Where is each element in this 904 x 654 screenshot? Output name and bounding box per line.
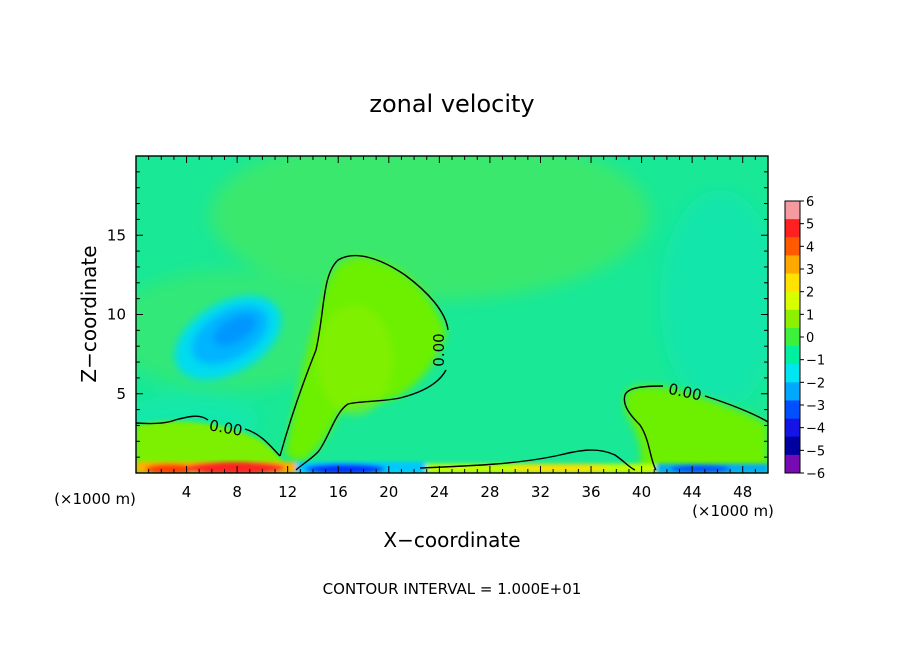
x-tick-label: 4 — [182, 483, 192, 501]
colorbar-swatch — [785, 400, 800, 419]
colorbar-swatch — [785, 364, 800, 383]
y-tick-labels: 5 10 15 — [107, 226, 126, 403]
colorbar-label: 2 — [806, 286, 814, 301]
colorbar-swatch — [785, 418, 800, 438]
colorbar-swatch — [785, 346, 800, 365]
y-tick-label: 5 — [116, 385, 126, 403]
x-tick-labels: 4 8 12 16 20 24 28 32 36 40 44 48 — [182, 483, 752, 501]
colorbar-labels: 6 5 4 3 2 1 0 −1 −2 −3 −4 −5 −6 — [806, 195, 825, 482]
x-axis-unit-left: (×1000 m) — [54, 490, 136, 508]
y-tick-label: 10 — [107, 306, 126, 324]
x-tick-label: 8 — [232, 483, 242, 501]
colorbar-swatch — [785, 237, 800, 256]
colorbar-label: −4 — [806, 422, 825, 437]
x-tick-label: 24 — [430, 483, 449, 501]
x-tick-label: 36 — [581, 483, 600, 501]
zero-contour-plume — [279, 254, 449, 471]
x-tick-label: 16 — [329, 483, 348, 501]
negative-jet — [174, 296, 282, 380]
colorbar-swatch — [785, 454, 800, 474]
colorbar-label: −1 — [806, 354, 825, 369]
colorbar-label: 0 — [806, 331, 814, 346]
colorbar-label: −2 — [806, 376, 825, 391]
colorbar-label: −6 — [806, 467, 825, 482]
colorbar-label: 3 — [806, 263, 814, 278]
colorbar-swatch — [785, 255, 800, 274]
colorbar-swatch — [785, 273, 800, 292]
colorbar-swatch — [785, 219, 800, 238]
colorbar-swatch — [785, 382, 800, 401]
colorbar-label: 6 — [806, 195, 814, 210]
right-cyan-region — [660, 190, 768, 410]
zero-contour-bottom — [419, 449, 636, 471]
colorbar — [784, 200, 804, 474]
zero-contour-right — [623, 385, 768, 471]
colorbar-label: 1 — [806, 308, 814, 323]
x-tick-label: 32 — [531, 483, 550, 501]
colorbar-swatch — [785, 309, 800, 329]
x-tick-label: 48 — [733, 483, 752, 501]
x-tick-label: 28 — [480, 483, 499, 501]
contour-label-left: 0.00 — [208, 416, 244, 440]
right-positive-region — [625, 385, 768, 470]
x-tick-label: 44 — [683, 483, 702, 501]
x-axis-unit-right: (×1000 m) — [692, 502, 774, 520]
chart-title: zonal velocity — [369, 90, 534, 118]
zero-contour-lower-left — [136, 415, 281, 457]
colorbar-label: −5 — [806, 444, 825, 459]
colorbar-label: 4 — [806, 240, 814, 255]
upper-green-region — [210, 156, 650, 300]
velocity-field — [136, 156, 768, 473]
plume-core — [317, 305, 393, 415]
colorbar-swatch — [785, 201, 800, 220]
x-tick-label: 40 — [632, 483, 651, 501]
colorbar-swatch — [785, 327, 800, 347]
surface-layer — [136, 462, 768, 473]
contour-label-plume: 0.00 — [430, 333, 448, 366]
y-axis-label: Z−coordinate — [77, 245, 101, 382]
x-tick-label: 20 — [379, 483, 398, 501]
axis-ticks — [136, 156, 768, 473]
colorbar-swatch — [785, 291, 800, 311]
x-tick-label: 12 — [278, 483, 297, 501]
contour-interval-note: CONTOUR INTERVAL = 1.000E+01 — [323, 580, 582, 598]
colorbar-label: −3 — [806, 399, 825, 414]
bottom-positive-band — [136, 421, 290, 470]
zero-contours — [136, 254, 768, 471]
colorbar-label: 5 — [806, 218, 814, 233]
x-axis-label: X−coordinate — [383, 528, 520, 552]
colorbar-swatch — [785, 436, 800, 456]
y-tick-label: 15 — [107, 226, 126, 244]
